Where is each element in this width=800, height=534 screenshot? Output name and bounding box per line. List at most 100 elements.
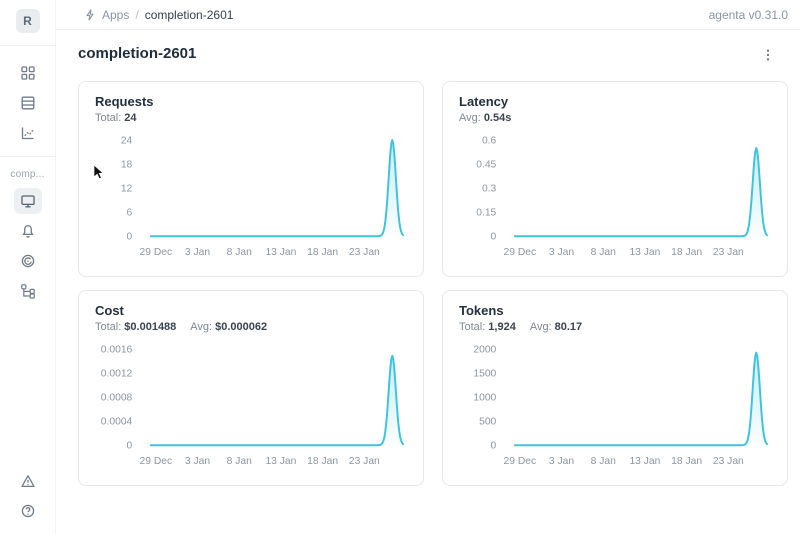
main-content: completion-2601 Requests Total: 24 0 6 12 18… — [56, 31, 800, 534]
sidebar: R comp... — [0, 0, 56, 534]
svg-text:0.3: 0.3 — [482, 184, 497, 195]
svg-text:0.45: 0.45 — [476, 160, 496, 171]
svg-text:18 Jan: 18 Jan — [307, 247, 338, 258]
kebab-menu-icon — [766, 49, 770, 61]
stat: Total: $0.001488 — [95, 321, 177, 333]
svg-text:3 Jan: 3 Jan — [185, 247, 210, 258]
svg-text:29 Dec: 29 Dec — [140, 247, 173, 258]
metric-card-stats: Total: 24 — [95, 112, 407, 124]
svg-text:18 Jan: 18 Jan — [307, 456, 338, 467]
svg-text:29 Dec: 29 Dec — [140, 456, 173, 467]
sidebar-item-overview[interactable] — [13, 188, 42, 214]
sidebar-item-registry[interactable] — [14, 90, 42, 116]
svg-text:23 Jan: 23 Jan — [713, 456, 744, 467]
page-actions-menu-button[interactable] — [758, 45, 778, 65]
stat: Total: 24 — [95, 112, 137, 124]
svg-text:6: 6 — [127, 208, 133, 219]
sidebar-item-apps[interactable] — [14, 60, 42, 86]
latency-chart: 0 0.15 0.3 0.45 0.6 29 Dec 3 Jan 8 Jan 13 Jan 18 … — [476, 135, 769, 258]
sidebar-item-help[interactable] — [14, 498, 42, 524]
sidebar-divider — [0, 156, 56, 157]
sidebar-divider — [0, 45, 56, 46]
svg-text:23 Jan: 23 Jan — [349, 247, 380, 258]
alert-triangle-icon — [20, 475, 35, 488]
metric-card-cost: Cost Total: $0.001488 Avg: $0.000062 0 0.000… — [78, 290, 424, 486]
workspace-avatar[interactable]: R — [15, 9, 40, 33]
stat: Avg: 80.17 — [529, 321, 583, 333]
metric-card-title: Tokens — [459, 303, 504, 318]
sidebar-item-observability[interactable] — [14, 120, 42, 146]
svg-text:18 Jan: 18 Jan — [671, 247, 702, 258]
metric-card-tokens: Tokens Total: 1,924 Avg: 80.17 0 500 1000 1500… — [442, 290, 788, 486]
svg-text:1500: 1500 — [473, 369, 496, 380]
svg-text:0.0012: 0.0012 — [101, 369, 133, 380]
bolt-icon — [86, 8, 94, 21]
sidebar-item-telemetry[interactable] — [14, 248, 42, 274]
metric-card-stats: Avg: 0.54s — [459, 112, 771, 124]
metric-card-stats: Total: $0.001488 Avg: $0.000062 — [95, 321, 407, 333]
sidebar-item-alerts[interactable] — [14, 468, 42, 494]
sidebar-app-nav — [13, 186, 42, 306]
breadcrumb-apps-link[interactable]: Apps — [102, 7, 130, 22]
sidebar-item-evaluations[interactable] — [14, 218, 42, 244]
svg-text:18 Jan: 18 Jan — [671, 456, 702, 467]
requests-chart: 0 6 12 18 24 29 Dec 3 Jan 8 Jan 13 Jan 18 Jan 23 J… — [121, 135, 405, 258]
svg-text:24: 24 — [121, 135, 133, 146]
metric-card-stats: Total: 1,924 Avg: 80.17 — [459, 321, 771, 333]
svg-text:8 Jan: 8 Jan — [227, 456, 252, 467]
svg-text:8 Jan: 8 Jan — [591, 247, 616, 258]
page-header: completion-2601 — [78, 45, 790, 65]
svg-text:13 Jan: 13 Jan — [629, 456, 660, 467]
svg-text:1000: 1000 — [473, 393, 496, 404]
top-bar: Apps / completion-2601 agenta v0.31.0 — [56, 0, 800, 30]
gauge-icon — [21, 254, 34, 268]
metric-card-title: Latency — [459, 94, 509, 109]
stat: Avg: $0.000062 — [190, 321, 268, 333]
breadcrumb-current-app: completion-2601 — [144, 7, 234, 22]
svg-text:29 Dec: 29 Dec — [504, 456, 537, 467]
svg-text:0: 0 — [491, 232, 497, 243]
metric-card-title: Requests — [95, 94, 154, 109]
svg-text:3 Jan: 3 Jan — [549, 247, 574, 258]
metric-card-title: Cost — [95, 303, 124, 318]
svg-text:8 Jan: 8 Jan — [227, 247, 252, 258]
app-version-label: agenta v0.31.0 — [708, 7, 788, 22]
current-app-label: comp... — [10, 169, 45, 180]
svg-text:0.0016: 0.0016 — [101, 344, 133, 355]
svg-text:13 Jan: 13 Jan — [265, 456, 296, 467]
svg-text:0: 0 — [491, 441, 497, 452]
svg-text:0: 0 — [127, 441, 133, 452]
breadcrumb: Apps / completion-2601 — [84, 8, 233, 22]
svg-text:23 Jan: 23 Jan — [713, 247, 744, 258]
workspace-avatar-letter: R — [23, 14, 32, 28]
bell-icon — [22, 224, 33, 238]
sidebar-bottom-nav — [14, 466, 42, 526]
tree-structure-icon — [20, 284, 35, 299]
svg-text:3 Jan: 3 Jan — [549, 456, 574, 467]
svg-text:2000: 2000 — [473, 344, 496, 355]
metrics-grid: Requests Total: 24 0 6 12 18 24 29 Dec 3 Jan 8 J… — [78, 81, 790, 486]
svg-text:0.6: 0.6 — [482, 135, 497, 146]
metric-card-requests: Requests Total: 24 0 6 12 18 24 29 Dec 3 Jan 8 J… — [78, 81, 424, 277]
svg-text:8 Jan: 8 Jan — [591, 456, 616, 467]
grid-icon — [20, 66, 35, 80]
svg-text:3 Jan: 3 Jan — [185, 456, 210, 467]
stat: Total: 1,924 — [459, 321, 516, 333]
svg-text:13 Jan: 13 Jan — [629, 247, 660, 258]
line-chart-icon — [21, 127, 34, 140]
svg-text:29 Dec: 29 Dec — [504, 247, 537, 258]
svg-text:13 Jan: 13 Jan — [265, 247, 296, 258]
metric-card-latency: Latency Avg: 0.54s 0 0.15 0.3 0.45 0.6 29 Dec 3… — [442, 81, 788, 277]
sidebar-main-nav — [14, 58, 42, 148]
page-title: completion-2601 — [78, 45, 197, 62]
cost-chart: 0 0.0004 0.0008 0.0012 0.0016 29 Dec 3 Jan 8 Ja… — [101, 344, 405, 467]
svg-text:12: 12 — [121, 184, 133, 195]
monitor-icon — [20, 195, 35, 208]
svg-text:0.15: 0.15 — [476, 208, 496, 219]
breadcrumb-separator: / — [135, 7, 139, 22]
stat: Avg: 0.54s — [459, 112, 512, 124]
svg-text:0.0008: 0.0008 — [101, 393, 133, 404]
sidebar-item-traces[interactable] — [14, 278, 42, 304]
help-circle-icon — [21, 504, 34, 518]
table-rows-icon — [21, 96, 34, 110]
